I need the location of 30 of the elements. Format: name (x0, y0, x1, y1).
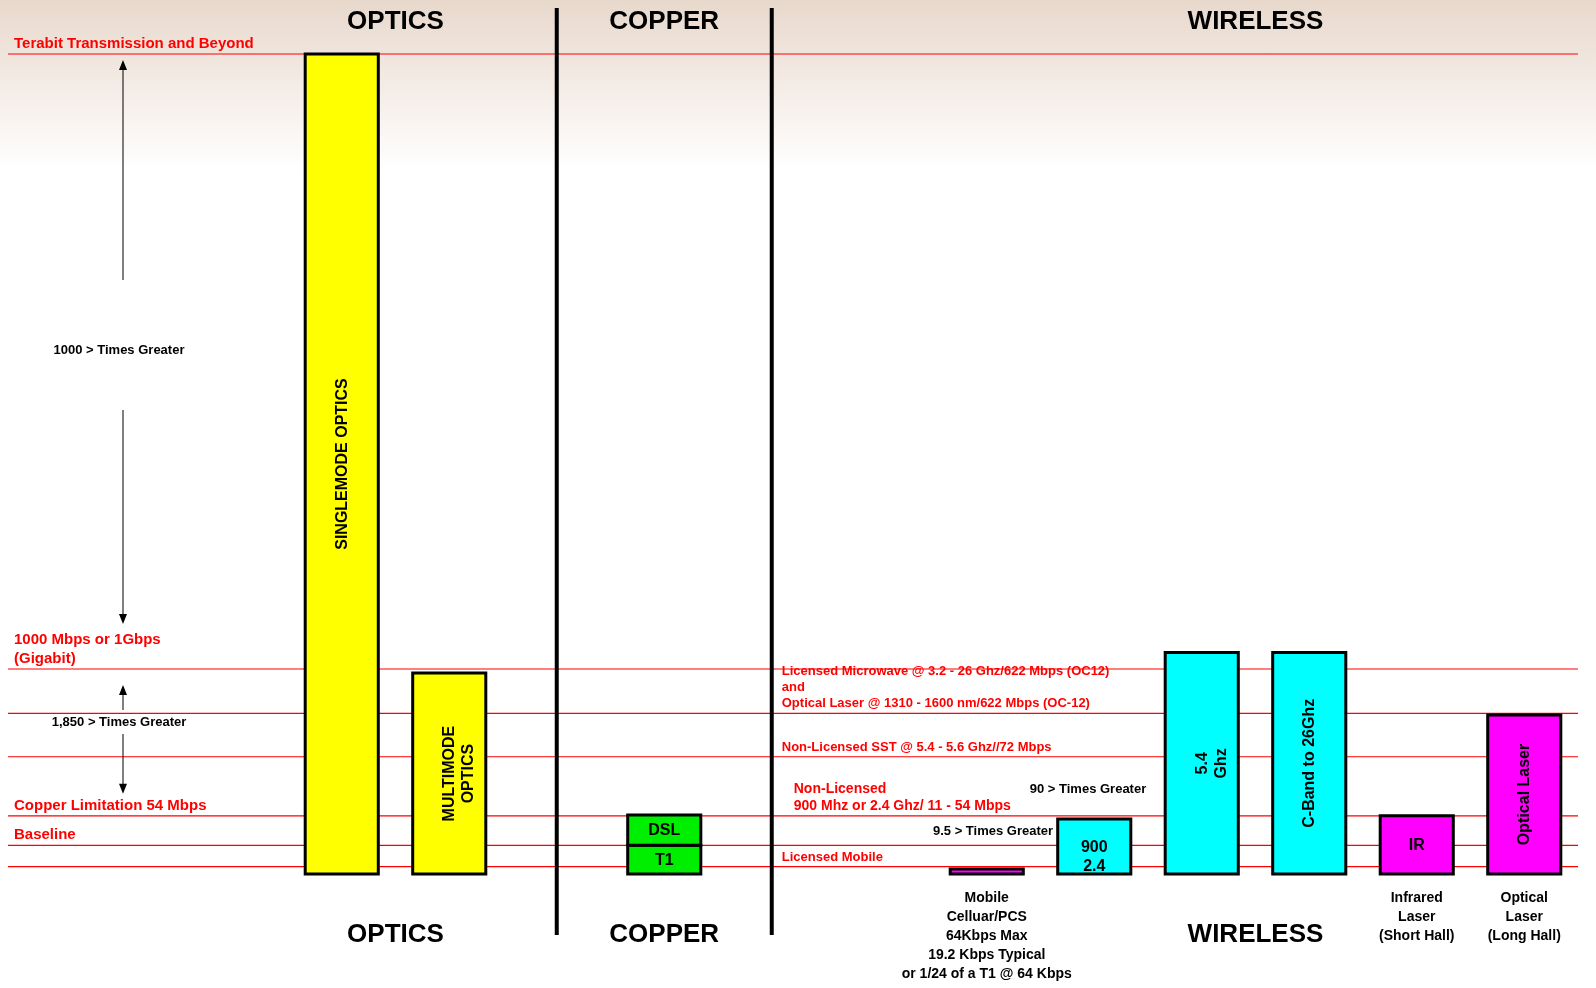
series-label: C-Band to 26Ghz (1300, 698, 1318, 828)
ref-line-label: Baseline (14, 825, 76, 843)
series-label: T1 (654, 850, 674, 868)
text: WIRELESS (1187, 5, 1324, 35)
text: COPPER (609, 918, 720, 948)
ref-line-label: Terabit Transmission and Beyond (14, 34, 254, 51)
series-label: SINGLEMODE OPTICS (332, 377, 350, 550)
ref-line-label: Licensed Mobile (781, 848, 883, 864)
series-label: 900 2.4 (1080, 837, 1108, 874)
x-tick-label: Infrared Laser (Short Hall) (1379, 888, 1455, 943)
series-label: DSL (648, 821, 681, 839)
annotation: 9.5 > Times Greater (932, 823, 1054, 838)
text: 1,850 > Times Greater (51, 714, 187, 729)
ref-line-label: Non-Licensed SST @ 5.4 - 5.6 Ghz//72 Mbps (781, 738, 1052, 754)
series-label: IR (1408, 835, 1426, 853)
text: OPTICS (347, 5, 444, 35)
ref-line-label: Licensed Microwave @ 3.2 - 26 Ghz/622 Mbps (OC12) and Optical Laser @ 1310 - 1600 nm/622 Mbps (OC-12) (781, 663, 1110, 711)
annotation: Non-Licensed 900 Mhz or 2.4 Ghz/ 11 - 54 Mbps (793, 779, 1012, 813)
ref-line-label: 1000 Mbps or 1Gbps (Gigabit) (14, 630, 161, 666)
text: COPPER (609, 5, 720, 35)
text: 1000 > Times Greater (53, 342, 185, 357)
series-label: Optical Laser (1515, 743, 1533, 846)
x-tick-label: Optical Laser (Long Hall) (1487, 888, 1561, 943)
ref-line-label: Copper Limitation 54 Mbps (14, 795, 207, 813)
x-tick-label: Mobile Celluar/PCS 64Kbps Max 19.2 Kbps Typical or 1/24 of a T1 @ 64 Kbps (901, 888, 1072, 981)
series-label: 5.4 Ghz (1192, 748, 1229, 779)
text: OPTICS (347, 918, 444, 948)
annotation: 90 > Times Greater (1029, 781, 1147, 796)
series-label: MULTIMODE OPTICS (440, 725, 477, 822)
text: WIRELESS (1187, 918, 1324, 948)
